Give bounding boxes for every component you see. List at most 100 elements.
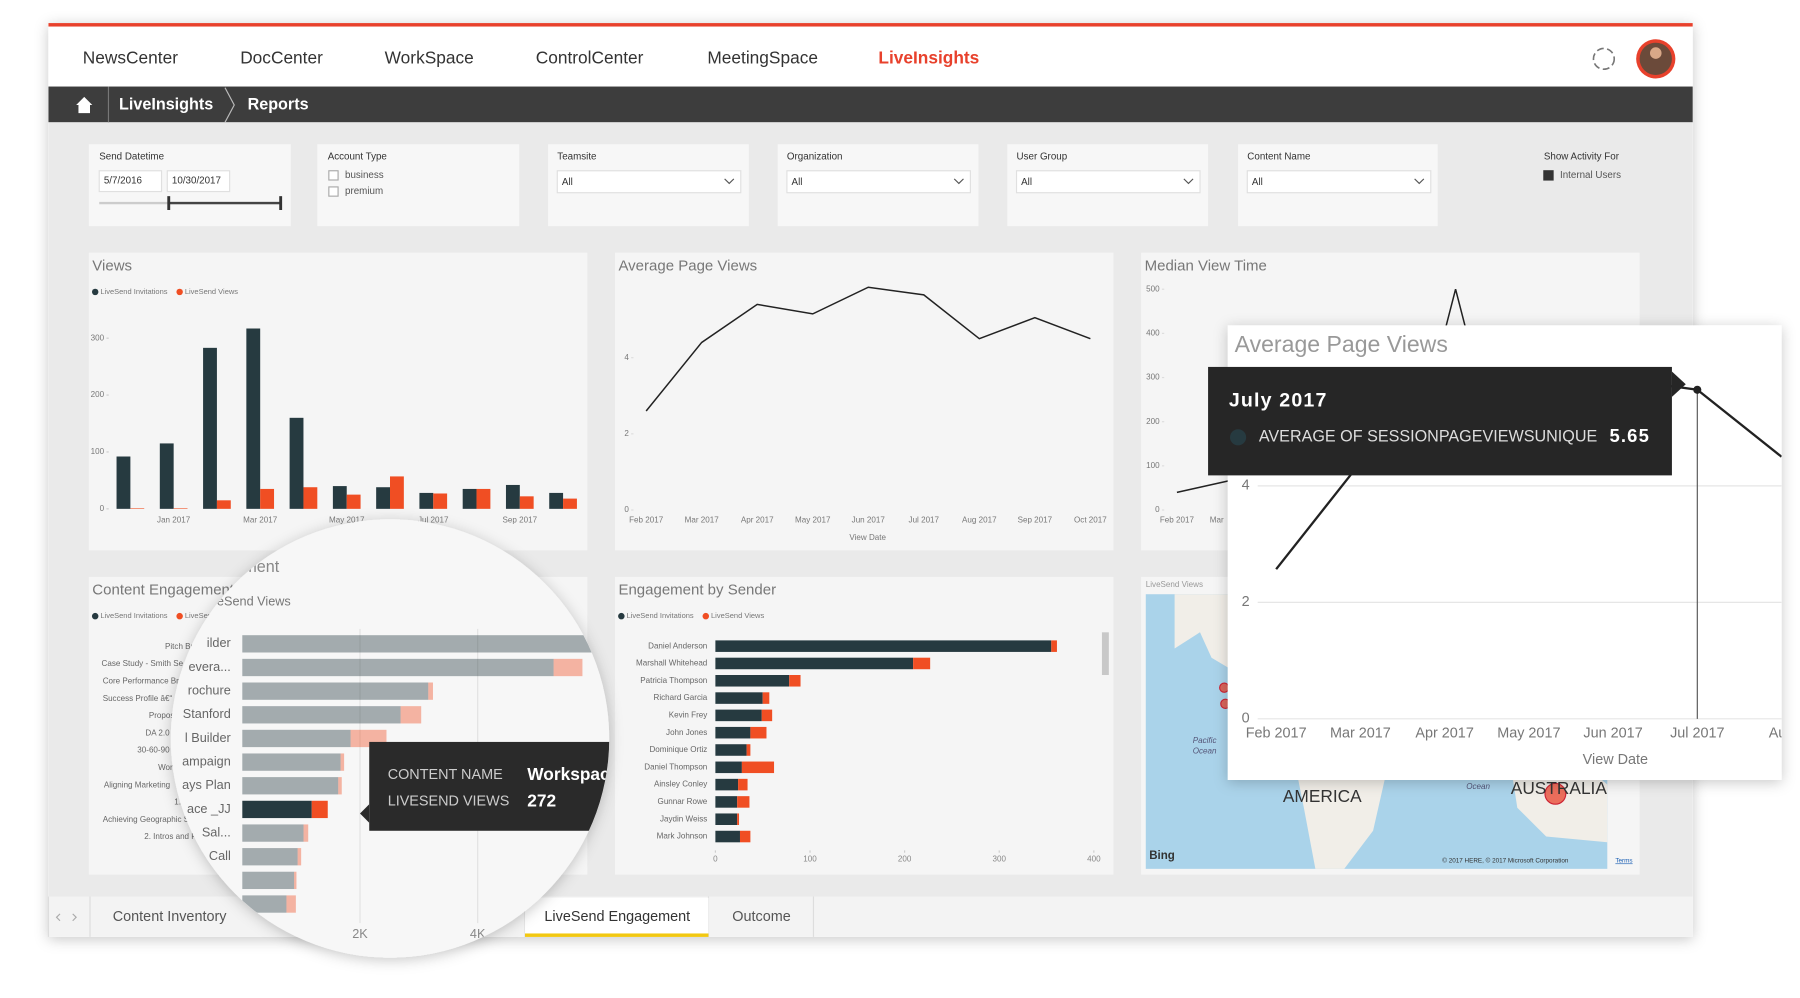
visual-title: Engagement by Sender: [618, 582, 776, 599]
bar: [246, 328, 261, 509]
y-tick-label: 200: [1146, 417, 1160, 426]
tab[interactable]: LiveSend Engagement: [544, 909, 690, 925]
map-bubble[interactable]: [1219, 682, 1230, 693]
map-label: AUSTRALIA: [1511, 778, 1608, 798]
bar-segment: [913, 657, 931, 670]
x-tick-label: Mar: [1210, 516, 1224, 525]
y-tick-label: Kevin Frey: [669, 711, 709, 720]
bar-segment: [428, 682, 433, 700]
bar-segment: [340, 753, 345, 771]
legend-label: LiveSend Views: [711, 611, 764, 620]
tooltip-value: 272: [527, 790, 556, 810]
bar-segment: [242, 848, 298, 866]
checkbox[interactable]: [1543, 170, 1554, 181]
date-input[interactable]: [98, 170, 163, 193]
bar: [376, 487, 390, 509]
row-label: Works: [158, 763, 181, 772]
legend-swatch: [618, 612, 625, 620]
bar-segment: [715, 813, 738, 825]
date-input[interactable]: [166, 170, 231, 193]
x-tick-label: Apr 2017: [741, 516, 774, 525]
filter-label: Content Name: [1247, 152, 1311, 163]
x-tick-label: May 2017: [329, 516, 365, 525]
slider-handle[interactable]: [279, 196, 283, 211]
nav-item[interactable]: NewsCenter: [83, 47, 178, 67]
x-tick-label: 0: [713, 855, 718, 864]
tooltip-value: 5.65: [1609, 425, 1650, 446]
nav-item[interactable]: DocCenter: [240, 47, 323, 67]
settings-icon[interactable]: [1592, 47, 1616, 71]
bar-segment: [715, 640, 1052, 652]
dropdown-chevron: [953, 178, 964, 185]
bar: [433, 493, 448, 509]
map-label: AMERICA: [1283, 786, 1362, 806]
y-tick-label: ilder: [207, 636, 232, 650]
row-label: 2. Intros and P: [144, 832, 196, 841]
legend-label: LiveSend Views: [185, 287, 238, 296]
visual-title: Views: [92, 258, 132, 275]
x-tick-label: May 2017: [795, 516, 831, 525]
y-tick-label: Richard Garcia: [654, 693, 708, 702]
y-tick-label: 400: [1146, 328, 1160, 337]
x-tick-label: Jun 2017: [1583, 726, 1642, 742]
nav-item[interactable]: WorkSpace: [385, 47, 474, 67]
nav-item[interactable]: LiveInsights: [878, 47, 979, 67]
y-tick-label: 300: [91, 333, 105, 342]
slider-handle[interactable]: [167, 196, 171, 211]
map-terms[interactable]: Terms: [1615, 857, 1632, 864]
bar-segment: [297, 848, 302, 866]
dropdown[interactable]: [786, 170, 971, 194]
bar-segment: [715, 796, 738, 808]
filter-option: Internal Users: [1560, 170, 1621, 181]
filter-option: premium: [345, 186, 383, 197]
y-tick-label: Patricia Thompson: [640, 676, 707, 685]
breadcrumb-item[interactable]: LiveInsights: [119, 95, 213, 113]
dropdown-chevron: [1183, 178, 1194, 185]
y-tick-label: 4: [624, 353, 629, 362]
x-axis-title: View Date: [1583, 752, 1648, 768]
y-tick-label: Daniel Thompson: [644, 762, 707, 771]
x-tick-label: Sep 2017: [1018, 516, 1053, 525]
tab-scroll-left[interactable]: [55, 913, 61, 922]
bar-segment: [294, 871, 297, 890]
bar: [332, 486, 347, 509]
bar-segment: [311, 800, 328, 819]
tab-scroll-right[interactable]: [72, 913, 77, 922]
row-label: 30-60-90 D: [137, 746, 178, 755]
bar-segment: [242, 895, 287, 913]
bar-segment: [553, 658, 583, 677]
checkbox[interactable]: [328, 186, 339, 197]
x-tick-label: May 2017: [1497, 726, 1560, 742]
y-tick-label: ace _JJ: [187, 802, 231, 816]
bar: [519, 496, 534, 509]
y-tick-label: 100: [91, 447, 105, 456]
tab[interactable]: Outcome: [732, 909, 790, 925]
nav-item[interactable]: MeetingSpace: [707, 47, 818, 67]
map-bubble[interactable]: [1544, 782, 1567, 805]
bar-segment: [715, 761, 742, 774]
row-label: Achieving Geographic Su: [103, 815, 194, 824]
dropdown[interactable]: [556, 170, 742, 194]
bar: [289, 417, 304, 509]
breadcrumb-item[interactable]: Reports: [248, 95, 309, 113]
filter-label: Organization: [787, 152, 843, 163]
x-tick-label: 400: [1087, 855, 1101, 864]
y-tick-label: 0: [1155, 505, 1160, 514]
checkbox[interactable]: [328, 170, 339, 181]
nav-item[interactable]: ControlCenter: [536, 47, 644, 67]
dropdown[interactable]: [1015, 170, 1201, 194]
tab[interactable]: Content Inventory: [113, 909, 228, 925]
x-tick-label: Jul 2017: [1670, 726, 1724, 742]
y-tick-label: Call: [209, 849, 231, 863]
x-tick-label: Mar 2017: [243, 516, 278, 525]
tooltip-arrow: [360, 804, 370, 823]
bar-segment: [715, 692, 763, 704]
y-tick-label: 2: [624, 429, 629, 438]
bar-segment: [737, 796, 750, 808]
tooltip: [1208, 366, 1672, 476]
dropdown-value: All: [562, 177, 573, 188]
scrollbar[interactable]: [1101, 632, 1109, 675]
active-tab: [525, 897, 709, 937]
dropdown[interactable]: [1246, 170, 1432, 194]
filter-label: Send Datetime: [99, 152, 164, 163]
